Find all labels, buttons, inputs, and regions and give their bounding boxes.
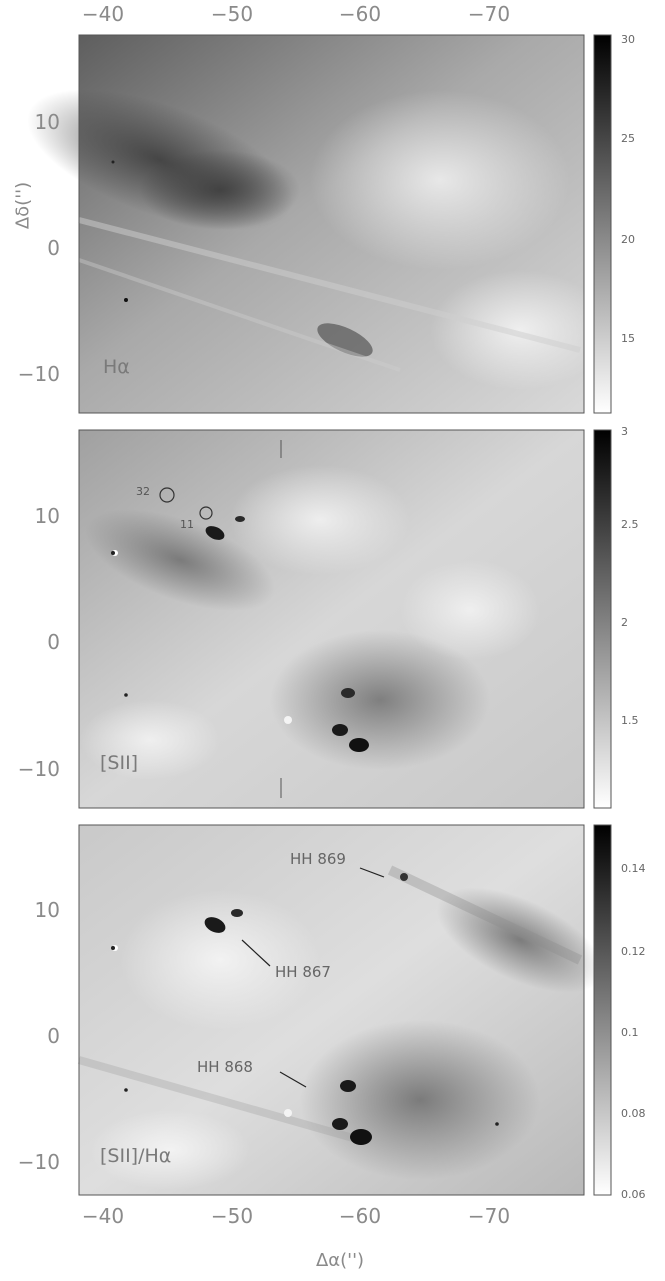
annotation-hh869: HH 869 xyxy=(290,850,346,868)
panel2-cb-2: 2 xyxy=(621,616,628,629)
top-x-tick-2: −50 xyxy=(210,2,254,26)
bottom-x-tick-2: −50 xyxy=(210,1204,254,1228)
panel1-cb-30: 30 xyxy=(621,33,635,46)
panel3-cb-0-12: 0.12 xyxy=(621,945,646,958)
panel-ratio-image xyxy=(77,824,612,1196)
x-axis-title: Δα('') xyxy=(315,1250,365,1271)
panel1-label: Hα xyxy=(103,356,130,378)
annotation-hh867: HH 867 xyxy=(275,963,331,981)
bottom-x-tick-3: −60 xyxy=(338,1204,382,1228)
annotation-hh868: HH 868 xyxy=(197,1058,253,1076)
panel2-cb-3: 3 xyxy=(621,425,628,438)
panel2-y-tick-10: 10 xyxy=(34,504,60,528)
panel1-y-tick-minus10: −10 xyxy=(17,362,60,386)
panel3-y-tick-10: 10 xyxy=(34,898,60,922)
panel3-cb-0-08: 0.08 xyxy=(621,1107,646,1120)
panel1-y-tick-0: 0 xyxy=(47,236,60,260)
top-x-tick-1: −40 xyxy=(81,2,125,26)
panel-halpha-image xyxy=(27,34,612,414)
panel1-y-tick-10: 10 xyxy=(34,110,60,134)
top-x-tick-3: −60 xyxy=(338,2,382,26)
panel2-cb-1-5: 1.5 xyxy=(621,714,639,727)
panel3-y-tick-0: 0 xyxy=(47,1024,60,1048)
marker-11-label: 11 xyxy=(180,518,194,531)
panel1-cb-20: 20 xyxy=(621,233,635,246)
panel3-cb-0-06: 0.06 xyxy=(621,1188,646,1201)
panel-sii-image xyxy=(78,429,612,809)
top-x-tick-4: −70 xyxy=(467,2,511,26)
panel3-y-tick-minus10: −10 xyxy=(17,1150,60,1174)
panel1-cb-15: 15 xyxy=(621,332,635,345)
panel2-cb-2-5: 2.5 xyxy=(621,518,639,531)
panel3-cb-0-1: 0.1 xyxy=(621,1026,639,1039)
panel2-y-tick-0: 0 xyxy=(47,630,60,654)
panel3-label: [SII]/Hα xyxy=(100,1145,172,1167)
bottom-x-tick-4: −70 xyxy=(467,1204,511,1228)
panel2-label: [SII] xyxy=(100,752,139,774)
panel3-cb-0-14: 0.14 xyxy=(621,862,646,875)
bottom-x-tick-1: −40 xyxy=(81,1204,125,1228)
marker-32-label: 32 xyxy=(136,485,150,498)
panel2-y-tick-minus10: −10 xyxy=(17,757,60,781)
panel1-cb-25: 25 xyxy=(621,132,635,145)
